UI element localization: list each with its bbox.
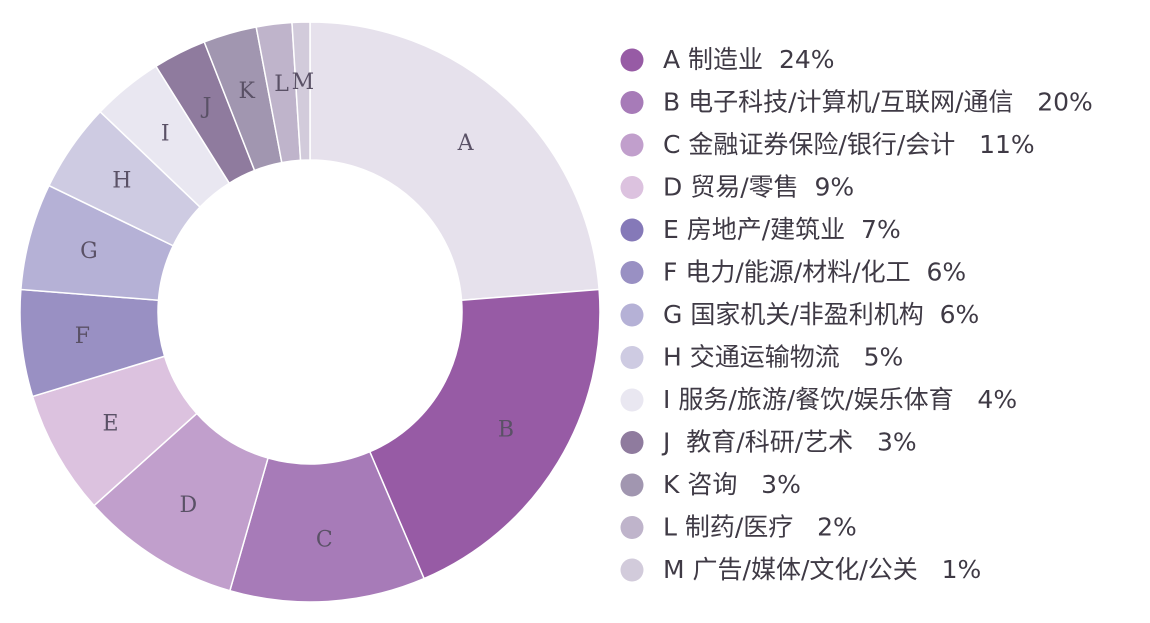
slice-label-k: K — [239, 79, 256, 104]
legend: A 制造业 24% B 电子科技/计算机/互联网/通信 20% C 金融证券保险/银… — [620, 45, 1093, 584]
legend-marker-m — [620, 558, 644, 582]
legend-item-d: D 贸易/零售 9% — [620, 173, 854, 202]
legend-item-b: B 电子科技/计算机/互联网/通信 20% — [620, 88, 1093, 117]
legend-label-h: H 交通运输物流 5% — [663, 343, 903, 372]
slice-label-g: G — [80, 239, 98, 264]
legend-item-h: H 交通运输物流 5% — [620, 343, 903, 372]
legend-label-c: C 金融证券保险/银行/会计 11% — [663, 130, 1035, 159]
slice-label-j: J — [201, 94, 212, 119]
legend-marker-k — [620, 473, 644, 497]
slice-labels-group: A B C D E F G H I J K L M — [75, 70, 514, 552]
legend-label-m: M 广告/媒体/文化/公关 1% — [663, 555, 981, 584]
legend-label-j: J 教育/科研/艺术 3% — [661, 428, 917, 457]
legend-item-m: M 广告/媒体/文化/公关 1% — [620, 555, 981, 584]
legend-marker-i — [620, 388, 644, 412]
slice-label-m: M — [292, 70, 315, 95]
legend-marker-f — [620, 261, 644, 284]
legend-item-c: C 金融证券保险/银行/会计 11% — [620, 130, 1035, 159]
slice-label-i: I — [161, 122, 170, 147]
legend-item-i: I 服务/旅游/餐饮/娱乐体育 4% — [620, 385, 1017, 414]
legend-item-a: A 制造业 24% — [620, 45, 835, 74]
legend-label-i: I 服务/旅游/餐饮/娱乐体育 4% — [663, 385, 1017, 414]
legend-marker-g — [620, 303, 644, 327]
legend-marker-a — [620, 48, 644, 72]
slice-label-f: F — [75, 324, 90, 349]
legend-item-l: L 制药/医疗 2% — [620, 513, 857, 542]
legend-label-d: D 贸易/零售 9% — [663, 173, 854, 202]
pie-slice-m — [291, 21, 311, 162]
legend-label-k: K 咨询 3% — [663, 470, 801, 499]
legend-marker-h — [620, 346, 644, 369]
slice-label-b: B — [498, 418, 514, 443]
legend-marker-e — [620, 218, 644, 242]
legend-marker-d — [620, 176, 644, 199]
legend-marker-b — [620, 91, 644, 114]
legend-label-f: F 电力/能源/材料/化工 6% — [663, 258, 966, 287]
slice-label-d: D — [180, 493, 198, 518]
pie-slice-a — [309, 21, 600, 301]
legend-marker-c — [620, 133, 644, 157]
pie-slice-b — [368, 288, 601, 580]
slice-label-c: C — [316, 528, 333, 553]
legend-marker-j — [620, 431, 644, 454]
slice-label-l: L — [274, 72, 289, 97]
legend-item-k: K 咨询 3% — [620, 470, 801, 499]
slice-label-e: E — [102, 411, 118, 436]
legend-label-g: G 国家机关/非盈利机构 6% — [663, 300, 979, 329]
legend-label-l: L 制药/医疗 2% — [663, 513, 857, 542]
legend-label-e: E 房地产/建筑业 7% — [663, 215, 901, 244]
legend-item-f: F 电力/能源/材料/化工 6% — [620, 258, 966, 287]
slice-label-a: A — [457, 131, 475, 156]
legend-marker-l — [620, 516, 644, 539]
legend-item-e: E 房地产/建筑业 7% — [620, 215, 901, 244]
legend-item-j: J 教育/科研/艺术 3% — [620, 428, 917, 457]
slices-group — [19, 21, 601, 603]
legend-label-a: A 制造业 24% — [663, 45, 835, 74]
legend-item-g: G 国家机关/非盈利机构 6% — [620, 300, 979, 329]
slice-label-h: H — [112, 168, 131, 193]
legend-label-b: B 电子科技/计算机/互联网/通信 20% — [663, 88, 1093, 117]
